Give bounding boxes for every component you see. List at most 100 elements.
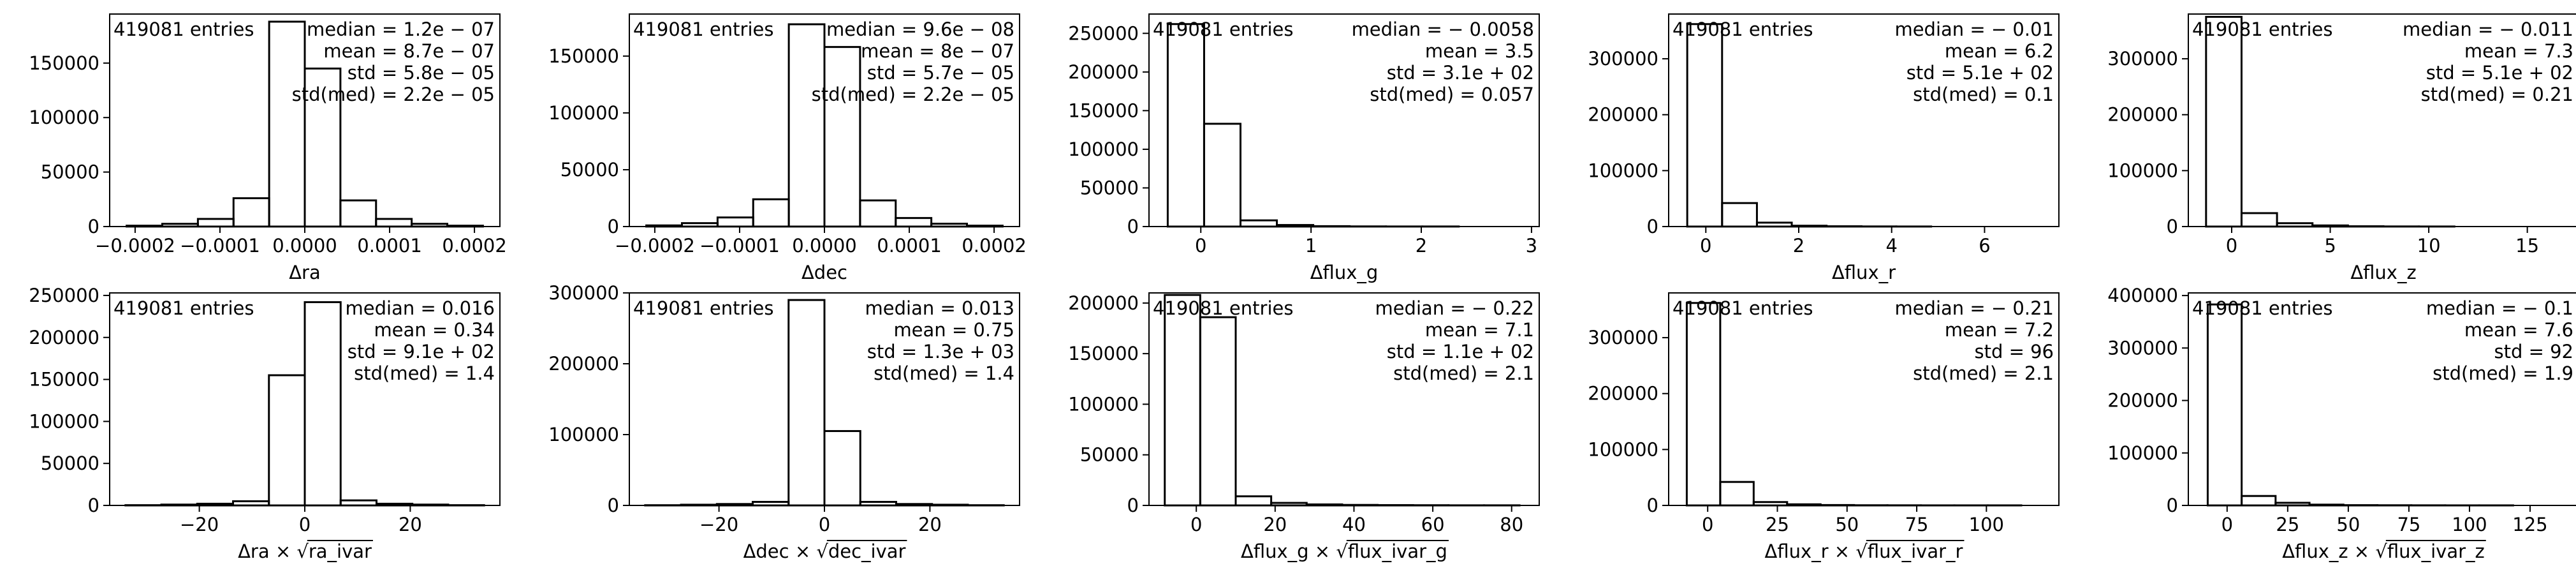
histogram-bar	[339, 199, 377, 228]
stats-line: mean = 7.1	[1425, 319, 1534, 341]
y-tick-label: 0	[2167, 495, 2178, 516]
histogram-bar	[1164, 294, 1201, 507]
x-tick-label: 20	[399, 514, 422, 535]
histogram-bar	[823, 46, 861, 228]
y-tick-label: 100000	[1068, 393, 1139, 415]
x-axis-label: Δflux_z	[2350, 262, 2416, 283]
y-tick-label: 50000	[41, 452, 99, 474]
histogram-bar	[1239, 219, 1278, 228]
histogram-bar	[268, 20, 306, 228]
axes-frame	[1148, 292, 1540, 506]
x-axis-label-radicand: flux_ivar_g	[1348, 541, 1447, 562]
x-tick-label: −0.0002	[95, 235, 175, 257]
x-tick-label: 3	[1526, 235, 1537, 257]
x-axis-label: Δflux_r	[1832, 262, 1896, 283]
y-tick-label: 200000	[29, 327, 99, 348]
stats-line: std(med) = 2.1	[1393, 362, 1534, 384]
x-tick-label: 0	[299, 514, 311, 535]
stats-line: std(med) = 2.1	[1913, 362, 2054, 384]
x-tick-label: 10	[2417, 235, 2441, 257]
x-tick-label: 2	[1416, 235, 1427, 257]
stats-line: std(med) = 0.1	[1913, 84, 2054, 105]
x-tick-label: 25	[2276, 514, 2299, 535]
x-tick-label: 0.0000	[792, 235, 856, 257]
histogram-bar	[232, 197, 270, 228]
histogram-panel: −0.0002 −0.0001 0.0000 0.0001 0.0002 0 50000 10…	[29, 13, 507, 283]
histogram-bar	[823, 429, 861, 507]
stats-line: mean = 6.2	[1945, 40, 2054, 62]
stats-line: median = 0.016	[346, 297, 495, 319]
x-axis-label: Δflux_z × √flux_ivar_z	[2282, 541, 2485, 562]
entries-annotation: 419081 entries	[1672, 19, 1813, 40]
x-tick-label: 0	[1190, 514, 1202, 535]
x-tick-label: 0.0001	[877, 235, 941, 257]
y-tick-label: 250000	[1068, 22, 1139, 44]
y-tick-label: 200000	[1588, 104, 1658, 126]
entries-annotation: 419081 entries	[113, 297, 254, 319]
y-tick-label: 300000	[1588, 48, 1658, 70]
stats-line: std = 5.1e + 02	[2426, 62, 2573, 84]
stats-line: std = 3.1e + 02	[1387, 62, 1534, 84]
entries-annotation: 419081 entries	[1672, 297, 1813, 319]
histogram-bar	[304, 301, 342, 507]
x-axis-label-radicand: ra_ivar	[309, 541, 372, 562]
x-tick-label: 50	[1835, 514, 1859, 535]
stats-line: std = 1.1e + 02	[1387, 341, 1534, 362]
entries-annotation: 419081 entries	[1153, 297, 1293, 319]
x-tick-label: 40	[1342, 514, 1366, 535]
x-tick-label: 60	[1421, 514, 1445, 535]
histogram-bar	[716, 216, 754, 228]
x-tick-label: 0.0002	[962, 235, 1026, 257]
y-tick-label: 150000	[548, 45, 619, 67]
stats-line: mean = 0.34	[374, 319, 495, 341]
histogram-bar	[2206, 303, 2243, 507]
x-tick-label: 6	[1979, 235, 1990, 257]
axes-frame	[1148, 13, 1540, 227]
x-tick-label: 25	[1766, 514, 1789, 535]
histogram-bar	[787, 23, 826, 228]
y-tick-label: 0	[608, 216, 619, 237]
histogram-bar	[375, 218, 413, 228]
y-tick-label: 100000	[1068, 138, 1139, 160]
x-tick-label: 80	[1500, 514, 1523, 535]
stats-line: std = 5.7e − 05	[867, 62, 1014, 84]
x-tick-label: 0	[2221, 514, 2233, 535]
histogram-bar	[339, 499, 377, 507]
stats-line: mean = 7.2	[1945, 319, 2054, 341]
x-tick-label: 5	[2324, 235, 2336, 257]
y-tick-label: 300000	[2107, 337, 2178, 359]
entries-annotation: 419081 entries	[633, 19, 773, 40]
y-tick-label: 200000	[1068, 292, 1139, 314]
stats-line: std = 1.3e + 03	[867, 341, 1014, 362]
stats-line: mean = 8e − 07	[861, 40, 1014, 62]
y-tick-label: 150000	[29, 52, 99, 74]
y-tick-label: 0	[1647, 495, 1658, 516]
histogram-panel: −20 0 20 0 100000 200000 300000 Δdec × √dec_iva…	[548, 282, 1020, 562]
histogram-panel: 0 2 4 6 0 100000 200000 300000 Δflux_r 419081 ent…	[1588, 13, 2060, 283]
x-tick-label: 100	[1969, 514, 2004, 535]
y-tick-label: 100000	[2107, 160, 2178, 181]
histogram-bar	[1199, 316, 1237, 507]
histogram-panel: 0 20 40 60 80 0 50000 100000 150000 200000 Δflux_g…	[1068, 292, 1540, 562]
histogram-bar	[2205, 15, 2243, 228]
y-tick-label: 100000	[29, 107, 99, 128]
y-tick-label: 100000	[2107, 442, 2178, 464]
histogram-bar	[1166, 23, 1205, 228]
histogram-bar	[1203, 123, 1241, 228]
x-axis-label-radicand: dec_ivar	[828, 541, 906, 562]
stats-line: mean = 8.7e − 07	[323, 40, 495, 62]
y-tick-label: 50000	[1080, 444, 1139, 466]
x-tick-label: 4	[1885, 235, 1897, 257]
y-tick-label: 0	[88, 216, 99, 237]
stats-line: std(med) = 1.4	[874, 362, 1014, 384]
x-axis-label: Δra × √ra_ivar	[238, 541, 372, 562]
x-tick-label: 0	[819, 514, 830, 535]
histogram-bar	[268, 374, 306, 507]
y-tick-label: 100000	[548, 102, 619, 124]
stats-line: median = − 0.0058	[1352, 19, 1534, 40]
x-tick-label: 1	[1305, 235, 1317, 257]
entries-annotation: 419081 entries	[2192, 297, 2332, 319]
y-tick-label: 100000	[1588, 438, 1658, 460]
y-tick-label: 0	[1127, 216, 1139, 237]
